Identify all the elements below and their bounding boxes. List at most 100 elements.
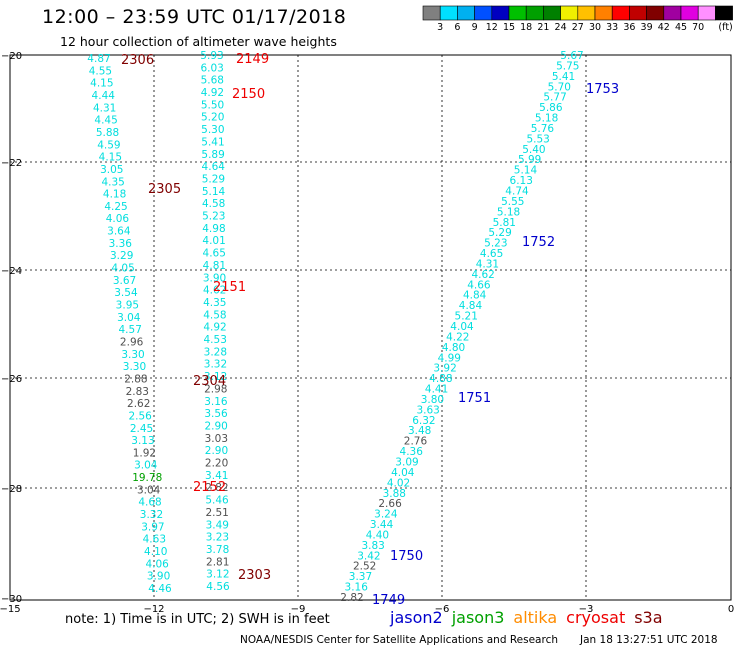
wave-height-value: 3.12 <box>206 569 229 581</box>
wave-height-value: 4.22 <box>446 331 469 343</box>
wave-height-value: 4.40 <box>366 529 389 541</box>
wave-height-value: 2.83 <box>126 386 149 398</box>
wave-height-value: 5.81 <box>493 217 516 229</box>
wave-height-value: 4.57 <box>119 324 142 336</box>
satellite-legend-item: s3a <box>634 608 663 627</box>
wave-height-value: 3.54 <box>114 287 138 299</box>
wave-height-value: 4.41 <box>425 384 448 396</box>
wave-height-value: 3.42 <box>357 550 380 562</box>
wave-height-value: 3.48 <box>408 425 431 437</box>
wave-height-value: 5.77 <box>543 92 566 104</box>
wave-height-value: 3.90 <box>147 571 170 583</box>
wave-height-value: 4.66 <box>467 279 491 291</box>
wave-height-value: 1.92 <box>133 447 156 459</box>
wave-height-value: 4.62 <box>203 285 226 297</box>
wave-height-value: 4.84 <box>459 300 483 312</box>
satellite-legend-item: cryosat <box>566 608 626 627</box>
wave-height-value: 5.93 <box>200 50 223 62</box>
wave-height-value: 2.88 <box>124 373 147 385</box>
wave-height-value: 3.44 <box>370 519 394 531</box>
wave-height-value: 5.41 <box>201 136 224 148</box>
wave-height-value: 5.68 <box>201 75 224 87</box>
wave-height-value: 6.13 <box>510 175 533 187</box>
wave-height-value: 3.29 <box>110 250 133 262</box>
wave-height-value: 2.66 <box>378 498 402 510</box>
wave-height-value: 5.23 <box>202 211 225 223</box>
wave-height-value: 3.37 <box>349 571 372 583</box>
wave-height-value: 4.06 <box>106 213 130 225</box>
wave-height-value: 2.56 <box>128 410 152 422</box>
wave-height-value: 4.98 <box>202 223 225 235</box>
pass-number-label: 2303 <box>238 568 271 583</box>
wave-height-value: 2.20 <box>205 458 228 470</box>
color-scale-label: 18 <box>520 22 533 33</box>
wave-height-value: 5.88 <box>96 127 119 139</box>
wave-height-value: 3.16 <box>345 582 369 594</box>
wave-height-value: 3.63 <box>416 404 439 416</box>
latitude-tick-label: −24 <box>1 266 22 277</box>
footer-note: note: 1) Time is in UTC; 2) SWH is in fe… <box>65 612 330 627</box>
pass-number-label: 2151 <box>213 280 246 295</box>
color-scale-label: 39 <box>640 22 653 33</box>
color-scale-label: 9 <box>471 22 478 33</box>
wave-height-value: 4.15 <box>90 78 113 90</box>
wave-height-value: 3.04 <box>134 460 158 472</box>
wave-height-value: 4.01 <box>202 235 225 247</box>
pass-number-label: 1750 <box>390 549 423 564</box>
wave-height-value: 5.18 <box>497 206 520 218</box>
wave-height-value: 5.20 <box>201 112 224 124</box>
wave-height-value: 2.82 <box>205 482 228 494</box>
generated-timestamp: Jan 18 13:27:51 UTC 2018 <box>580 634 718 646</box>
wave-height-value: 3.56 <box>204 408 228 420</box>
color-scale-label: 3 <box>437 22 444 33</box>
wave-height-value: 5.18 <box>535 113 558 125</box>
wave-height-value: 5.14 <box>202 186 226 198</box>
wave-height-value: 4.31 <box>93 102 116 114</box>
wave-height-value: 3.13 <box>131 435 154 447</box>
color-scale-label: 30 <box>588 22 602 33</box>
wave-height-value: 5.29 <box>488 227 511 239</box>
wave-height-value: 4.31 <box>476 258 499 270</box>
longitude-tick-label: −9 <box>291 604 306 615</box>
pass-number-label: 1751 <box>458 391 491 406</box>
wave-height-value: 3.23 <box>206 532 229 544</box>
latitude-tick-label: −28 <box>1 484 22 495</box>
color-scale-label: 15 <box>502 22 516 33</box>
wave-height-value: 3.04 <box>117 312 141 324</box>
wave-height-value: 3.32 <box>140 509 163 521</box>
color-scale-label: 12 <box>485 22 498 33</box>
wave-height-value: 5.75 <box>556 60 579 72</box>
wave-height-value: 3.90 <box>203 272 226 284</box>
wave-height-value: 3.83 <box>361 540 384 552</box>
wave-height-value: 5.30 <box>201 124 224 136</box>
wave-height-value: 4.81 <box>203 260 226 272</box>
wave-height-value: 2.90 <box>205 445 228 457</box>
wave-height-value: 5.23 <box>484 238 507 250</box>
wave-height-value: 3.88 <box>383 488 406 500</box>
color-scale-labels: 3 6 9 12 15 18 21 24 27 30 33 36 39 42 45 70 (ft) <box>422 22 733 36</box>
wave-height-value: 2.62 <box>127 398 150 410</box>
wave-height-value: 5.76 <box>531 123 555 135</box>
wave-height-value: 19.78 <box>132 472 162 484</box>
color-scale-label: 33 <box>606 22 619 33</box>
wave-height-value: 2.98 <box>204 383 227 395</box>
wave-height-value: 4.04 <box>450 321 474 333</box>
wave-height-value: 4.99 <box>438 352 461 364</box>
wave-height-value: 2.52 <box>353 561 376 573</box>
color-scale-unit: (ft) <box>718 22 733 33</box>
wave-height-value: 5.99 <box>518 154 541 166</box>
wave-height-value: 3.64 <box>107 226 131 238</box>
latitude-tick-label: −22 <box>1 158 22 169</box>
credit-line: NOAA/NESDIS Center for Satellite Applica… <box>240 634 558 646</box>
wave-height-value: 5.89 <box>201 149 224 161</box>
color-scale-bar <box>422 5 733 21</box>
wave-height-value: 3.28 <box>204 346 227 358</box>
wave-height-value: 4.62 <box>471 269 494 281</box>
color-scale-label: 45 <box>674 22 688 33</box>
wave-height-value: 3.32 <box>204 359 227 371</box>
wave-height-value: 3.09 <box>395 457 418 469</box>
wave-height-value: 3.97 <box>141 521 164 533</box>
wave-height-value: 4.58 <box>203 309 226 321</box>
wave-height-value: 2.51 <box>205 507 228 519</box>
